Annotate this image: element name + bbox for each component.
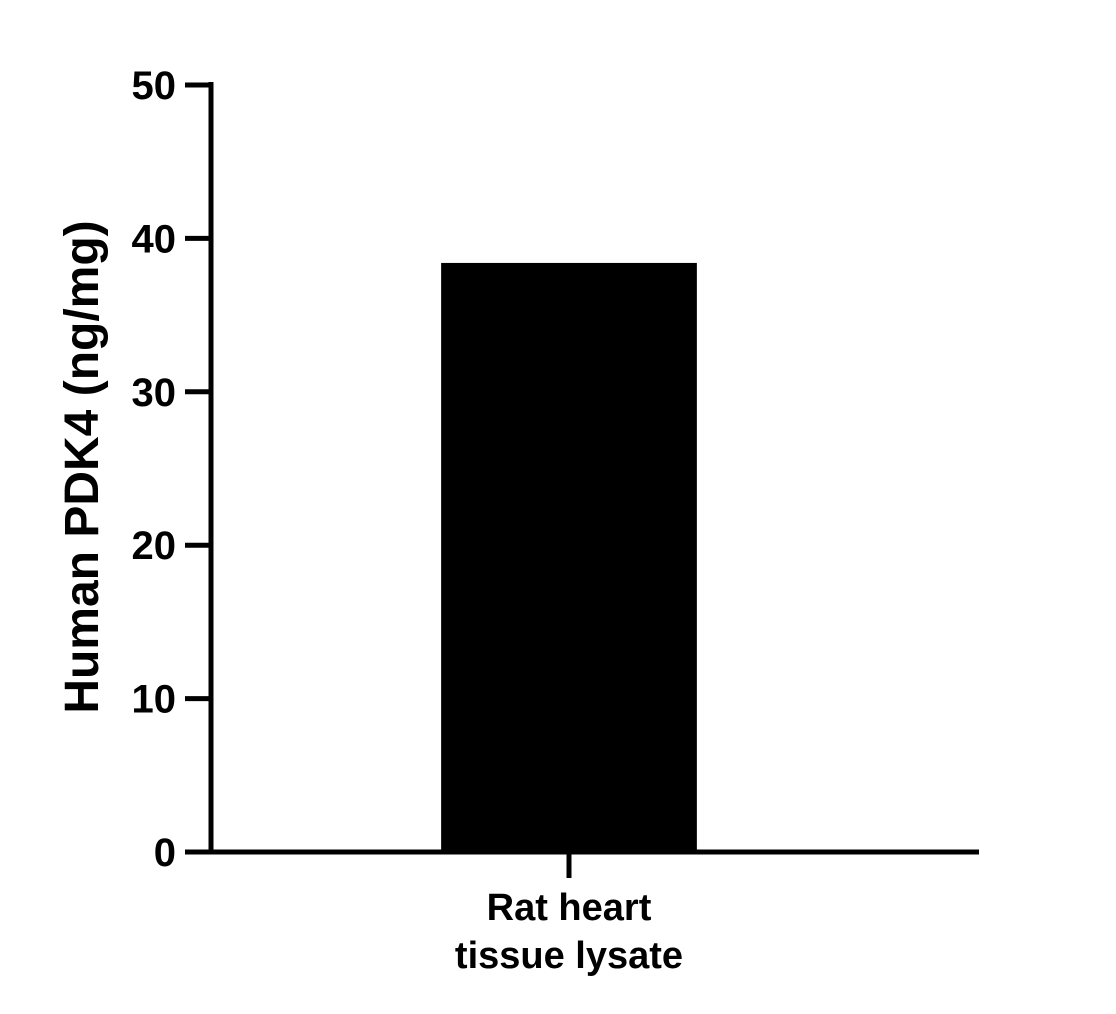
- y-tick-label: 0: [154, 831, 176, 875]
- y-tick-label: 10: [132, 678, 177, 722]
- bar: [441, 262, 697, 853]
- y-tick-label: 30: [132, 371, 177, 415]
- bars-group: [441, 262, 697, 853]
- x-ticks-group: Rat heart tissue lysate: [455, 852, 683, 977]
- y-tick-label: 40: [132, 217, 177, 261]
- x-category-label: Rat heart: [487, 887, 652, 929]
- y-tick-label: 50: [132, 64, 177, 108]
- y-axis-title: Human PDK4 (ng/mg): [56, 220, 109, 713]
- y-tick-label: 20: [132, 524, 177, 568]
- y-ticks-group: 0 10 20 30 40 50: [132, 64, 211, 875]
- x-category-label: tissue lysate: [455, 935, 683, 977]
